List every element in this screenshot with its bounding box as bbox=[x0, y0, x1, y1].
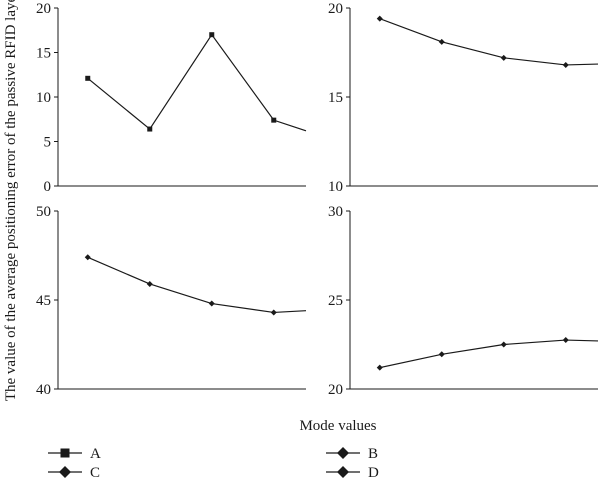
data-point bbox=[147, 126, 153, 132]
y-tick-label: 0 bbox=[44, 179, 52, 195]
legend-marker bbox=[337, 447, 349, 459]
panels-layer: 0 5 10 15 20 10 15 20 40 45 50 20 25 30 bbox=[36, 1, 599, 398]
y-tick-label: 25 bbox=[328, 293, 343, 309]
y-tick-label: 20 bbox=[36, 1, 51, 17]
y-tick-label: 20 bbox=[328, 382, 343, 398]
y-axis-title: The value of the average positioning err… bbox=[3, 0, 19, 401]
series-line-A bbox=[87, 33, 307, 132]
y-tick-label: 15 bbox=[328, 90, 343, 106]
data-point bbox=[500, 54, 507, 61]
legend-marker bbox=[60, 448, 70, 458]
y-tick-label: 45 bbox=[36, 293, 51, 309]
series-line-B bbox=[379, 18, 599, 66]
data-point bbox=[208, 300, 215, 307]
y-tick-label: 10 bbox=[328, 179, 343, 195]
panel-A: 0 5 10 15 20 bbox=[36, 1, 307, 195]
series-line-C bbox=[87, 256, 307, 314]
legend-item-C: C bbox=[48, 465, 100, 481]
legend-label: C bbox=[90, 465, 100, 481]
data-point bbox=[438, 351, 445, 358]
legend-marker bbox=[337, 466, 349, 478]
data-point bbox=[209, 32, 215, 38]
x-axis-title: Mode values bbox=[299, 418, 376, 434]
y-tick-label: 20 bbox=[328, 1, 343, 17]
series-line-D bbox=[379, 339, 599, 369]
legend-marker bbox=[59, 466, 71, 478]
y-tick-label: 15 bbox=[36, 46, 51, 62]
data-point bbox=[85, 75, 91, 81]
y-tick-label: 5 bbox=[44, 135, 52, 151]
data-point bbox=[562, 337, 569, 344]
data-point bbox=[271, 117, 277, 123]
panel-D: 20 25 30 bbox=[328, 204, 599, 398]
y-tick-label: 30 bbox=[328, 204, 343, 220]
legend-item-B: B bbox=[326, 446, 378, 462]
data-point bbox=[84, 254, 91, 261]
data-point bbox=[562, 61, 569, 68]
data-point bbox=[146, 280, 153, 287]
y-tick-label: 50 bbox=[36, 204, 51, 220]
data-point bbox=[376, 15, 383, 22]
legend-item-A: A bbox=[48, 446, 101, 462]
data-point bbox=[500, 341, 507, 348]
data-point bbox=[438, 38, 445, 45]
legend-label: B bbox=[368, 446, 378, 462]
data-point bbox=[270, 309, 277, 316]
legend-item-D: D bbox=[326, 465, 379, 481]
data-point bbox=[376, 364, 383, 371]
legend-label: A bbox=[90, 446, 101, 462]
y-tick-label: 40 bbox=[36, 382, 51, 398]
y-tick-label: 10 bbox=[36, 90, 51, 106]
panel-C: 40 45 50 bbox=[36, 204, 307, 398]
legend-label: D bbox=[368, 465, 379, 481]
panel-B: 10 15 20 bbox=[328, 1, 599, 195]
legend: A B C D bbox=[48, 446, 379, 481]
